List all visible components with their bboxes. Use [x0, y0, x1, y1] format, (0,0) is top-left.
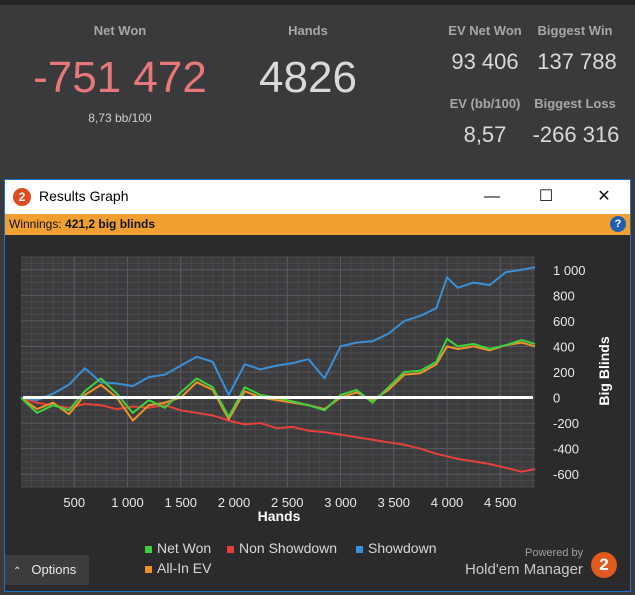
brand-name: Hold'em Manager [465, 561, 583, 578]
biggest-loss-label: Biggest Loss [534, 96, 616, 111]
y-axis-label: Big Blinds [596, 336, 612, 405]
x-axis-label: Hands [258, 508, 301, 524]
net-won-bb100: 8,73 bb/100 [88, 111, 152, 125]
holdem-manager-logo-icon: 2 [591, 552, 617, 578]
ev-bb100-value: 8,57 [463, 122, 507, 147]
series-line-net-won [20, 337, 536, 418]
x-tick-label: 3 000 [324, 495, 357, 510]
x-tick-label: 1 000 [111, 495, 144, 510]
hands-value: 4826 [259, 53, 357, 102]
legend-non-showdown: Non Showdown [227, 540, 337, 556]
biggest-loss-value: -266 316 [532, 122, 620, 147]
powered-by-text: Powered by [525, 547, 584, 559]
maximize-button[interactable]: ☐ [538, 188, 554, 205]
help-icon[interactable]: ? [610, 216, 626, 232]
legend-swatch [145, 545, 152, 553]
chevron-up-icon: ⌃ [13, 566, 22, 577]
y-tick-label: 800 [553, 288, 575, 303]
winnings-value: 421,2 big blinds [65, 217, 156, 231]
y-tick-label: 0 [553, 391, 560, 406]
ev-bb100-label: EV (bb/100) [449, 96, 521, 111]
series-layer [20, 266, 536, 473]
x-tick-label: 2 000 [218, 495, 251, 510]
close-button[interactable]: ✕ [597, 188, 611, 205]
x-tick-label: 2 500 [271, 495, 304, 510]
legend-net-won: Net Won [145, 540, 211, 556]
options-label: Options [31, 562, 77, 577]
y-tick-label: -400 [553, 442, 579, 457]
top-strip [0, 0, 635, 5]
x-tick-label: 3 500 [377, 495, 410, 510]
legend-label: Non Showdown [239, 540, 338, 556]
legend-swatch [227, 545, 234, 553]
window-title: Results Graph [39, 188, 129, 204]
x-tick-label: 500 [63, 495, 85, 510]
y-tick-label: 1 000 [553, 263, 586, 278]
legend-label: Showdown [368, 540, 437, 556]
net-won-value: -751 472 [33, 53, 207, 102]
options-button[interactable]: ⌃ Options [5, 555, 89, 585]
x-tick-label: 1 500 [164, 495, 197, 510]
results-graph-window: 2 Results Graph — ☐ ✕ Winnings: 421,2 bi… [4, 179, 631, 592]
stats-panel: Net Won -751 472 8,73 bb/100 Hands 4826 … [0, 5, 635, 180]
legend-showdown: Showdown [356, 540, 437, 556]
legend-label: All-In EV [157, 560, 212, 576]
x-tick-label: 4 000 [431, 495, 464, 510]
series-line-all-in-ev [20, 341, 536, 422]
y-tick-label: -600 [553, 467, 579, 482]
y-tick-label: 400 [553, 339, 575, 354]
legend-swatch [145, 565, 152, 573]
legend-all-in-ev: All-In EV [145, 560, 211, 576]
series-line-showdown [20, 266, 536, 402]
y-tick-label: 200 [553, 365, 575, 380]
window-titlebar[interactable]: 2 Results Graph — ☐ ✕ [5, 180, 630, 214]
series-line-non-showdown [20, 396, 536, 473]
x-tick-labels: 500 1 000 1 500 2 000 2 500 3 000 3 500 4 000 4 … [63, 495, 516, 510]
legend-label: Net Won [157, 540, 212, 556]
ev-net-won-label: EV Net Won [448, 23, 522, 38]
y-tick-label: -200 [553, 416, 579, 431]
net-won-label: Net Won [93, 23, 147, 38]
y-tick-label: 600 [553, 314, 575, 329]
hands-label: Hands [288, 23, 328, 38]
winnings-text: Winnings: 421,2 big blinds [9, 217, 155, 231]
ev-net-won-value: 93 406 [451, 49, 519, 74]
x-tick-label: 4 500 [484, 495, 517, 510]
hm2-logo-icon: 2 [13, 188, 31, 206]
legend-swatch [356, 545, 363, 553]
biggest-win-value: 137 788 [537, 49, 617, 74]
y-tick-labels: 1 000 800 600 400 200 0 -200 -400 -600 [553, 263, 586, 482]
minimize-button[interactable]: — [484, 188, 500, 205]
biggest-win-label: Biggest Win [537, 23, 613, 38]
winnings-bar: Winnings: 421,2 big blinds ? [5, 214, 630, 235]
winnings-label: Winnings: [9, 217, 62, 231]
